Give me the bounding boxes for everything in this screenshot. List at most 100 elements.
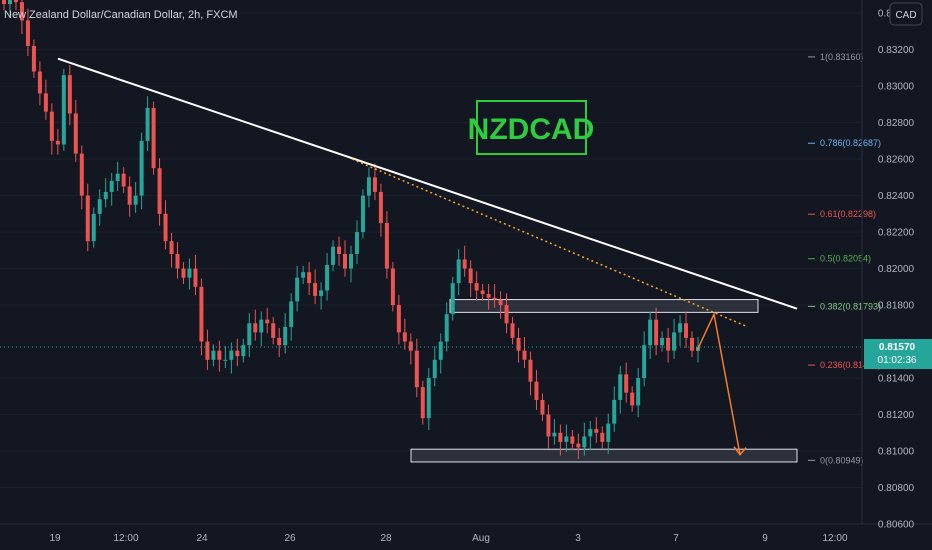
y-tick-label: 0.83000 — [878, 82, 915, 93]
candle-body — [79, 153, 84, 196]
candle-body — [456, 259, 461, 284]
candle-body — [25, 20, 30, 46]
candle-body — [259, 319, 264, 333]
candle-body — [624, 374, 629, 393]
candle-body — [684, 323, 689, 338]
candle-body — [474, 283, 479, 291]
candles — [2, 0, 700, 460]
candle-body — [366, 177, 371, 196]
currency-button[interactable] — [889, 2, 923, 26]
candle-body — [402, 332, 407, 342]
candle-body — [295, 277, 300, 302]
candle-body — [360, 195, 365, 233]
candle-body — [223, 359, 228, 361]
x-tick-label: 28 — [380, 533, 392, 544]
y-tick-label: 0.83200 — [878, 45, 915, 56]
y-tick-label: 0.82600 — [878, 155, 915, 166]
candle-body — [396, 305, 401, 333]
candle-body — [199, 286, 204, 342]
x-tick-label: 12:00 — [113, 533, 138, 544]
price-axis[interactable]: 0.834000.832000.830000.828000.826000.824… — [878, 9, 915, 531]
current-price-marker: 0.81570 01:02:36 — [864, 339, 932, 370]
fibonacci-levels[interactable]: 1(0.83160) 0.786(0.82687) 0.61(0.82298) 0.5… — [808, 52, 881, 465]
candle-body — [67, 75, 72, 114]
candle-body — [241, 345, 246, 357]
candle-body — [325, 264, 330, 291]
candle-body — [133, 195, 138, 205]
y-tick-label: 0.80800 — [878, 483, 915, 494]
y-tick-label: 0.81400 — [878, 374, 915, 385]
candle-body — [486, 294, 491, 298]
candle-body — [570, 436, 575, 444]
candle-body — [181, 268, 186, 278]
candle-body — [319, 290, 324, 296]
candle-body — [31, 45, 36, 72]
candle-body — [313, 283, 318, 296]
candle-body — [301, 272, 306, 278]
fib-level-label: 0.236(0.81471) — [820, 360, 881, 370]
candle-body — [349, 253, 353, 269]
resistance-zone[interactable] — [449, 299, 759, 313]
candle-body — [109, 180, 114, 192]
projection-arrow[interactable] — [696, 311, 741, 455]
arrow-head — [733, 446, 747, 456]
candle-body — [594, 429, 599, 433]
current-price-countdown: 01:02:36 — [878, 355, 917, 366]
y-tick-label: 0.82200 — [878, 228, 915, 239]
time-axis[interactable]: 19 12:00 24 26 28 Aug 3 7 9 12:00 — [49, 533, 848, 544]
x-tick-label: 19 — [49, 533, 61, 544]
candle-body — [420, 387, 425, 419]
candle-body — [546, 414, 551, 437]
currency-label[interactable]: CAD — [895, 10, 916, 21]
fib-level-label: 0.5(0.82054) — [820, 254, 871, 264]
candle-body — [450, 283, 455, 315]
descending-trendline[interactable] — [57, 57, 798, 310]
x-tick-label: 7 — [673, 533, 679, 544]
candle-body — [510, 323, 515, 338]
x-tick-label: Aug — [472, 533, 490, 544]
candle-body — [564, 436, 569, 442]
drawings[interactable] — [0, 57, 862, 456]
candle-body — [127, 186, 132, 205]
candle-body — [97, 199, 102, 214]
zones[interactable] — [410, 299, 798, 463]
candle-body — [61, 75, 66, 145]
candle-body — [534, 381, 539, 400]
dotted-trend-line[interactable] — [351, 158, 749, 328]
candle-body — [217, 350, 222, 360]
y-tick-label: 0.82000 — [878, 264, 915, 275]
candle-body — [49, 111, 54, 141]
candle-body — [271, 323, 276, 338]
candle-body — [600, 432, 605, 442]
x-tick-label: 26 — [284, 533, 296, 544]
candle-body — [229, 350, 234, 360]
candle-body — [384, 222, 389, 269]
candle-body — [169, 241, 174, 254]
support-zone[interactable] — [410, 448, 798, 463]
candle-body — [211, 350, 216, 360]
candle-body — [354, 232, 359, 254]
candle-body — [618, 374, 623, 400]
candle-body — [690, 337, 695, 351]
candle-body — [55, 140, 60, 145]
x-tick-label: 12:00 — [822, 533, 847, 544]
candle-body — [2, 0, 6, 5]
candle-body — [283, 326, 288, 346]
symbol-label: NZDCAD — [468, 113, 595, 146]
fib-level-label: 0.382(0.81793) — [820, 301, 881, 311]
candle-body — [265, 319, 270, 324]
fib-level-label: 0.61(0.82298) — [820, 209, 876, 219]
y-tick-label: 0.82800 — [878, 118, 915, 129]
candle-body — [522, 350, 527, 360]
candle-body — [205, 341, 210, 360]
x-tick-label: 24 — [196, 533, 208, 544]
candle-body — [187, 268, 192, 278]
candle-body — [660, 337, 665, 346]
candle-body — [636, 378, 641, 406]
candle-body — [558, 432, 563, 442]
candle-body — [498, 299, 503, 306]
candle-body — [444, 314, 449, 342]
candle-body — [462, 259, 467, 269]
